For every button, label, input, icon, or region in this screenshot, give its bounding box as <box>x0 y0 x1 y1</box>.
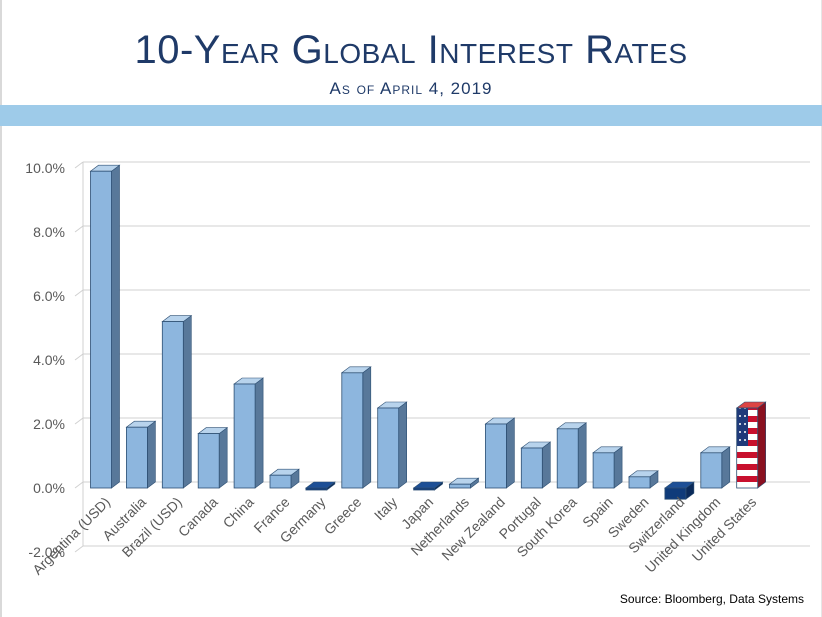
bar-side <box>398 401 408 489</box>
bar-front <box>592 452 615 489</box>
bars <box>89 164 767 500</box>
bar-portugal <box>520 441 552 489</box>
bar-side <box>147 420 156 489</box>
bar-united-kingdom <box>699 446 731 489</box>
y-tick-label: 0.0% <box>33 480 65 496</box>
y-tick-label: -2.0% <box>28 544 65 560</box>
bar-netherlands <box>448 477 480 489</box>
x-tick-label: Canada <box>175 494 221 540</box>
x-tick-label: Italy <box>371 494 400 523</box>
bar-front <box>449 483 471 489</box>
gridline-depth <box>74 417 84 425</box>
bar-front <box>664 487 687 500</box>
y-tick-label: 6.0% <box>33 288 65 304</box>
bar-france <box>269 468 300 489</box>
bar-front <box>628 476 651 489</box>
bar-front <box>556 428 579 489</box>
bar-greece <box>340 366 372 489</box>
bar-front <box>736 407 759 489</box>
chart-title: 10-Year Global Interest Rates <box>134 28 688 72</box>
bar-front <box>341 372 364 489</box>
bar-switzerland <box>664 481 695 500</box>
gridline-depth <box>74 289 84 297</box>
bar-side <box>362 366 372 489</box>
x-tick-label: Greece <box>321 494 365 538</box>
y-tick-label: 10.0% <box>25 160 65 176</box>
bar-side <box>218 427 228 489</box>
y-axis-ticks: -2.0% 0.0% 2.0% 4.0% 6.0% 8.0% 10.0% <box>25 160 65 560</box>
bar-sweden <box>628 470 659 489</box>
gridline-depth <box>74 545 84 553</box>
bar-front <box>305 487 328 491</box>
bar-side <box>183 315 192 489</box>
bar-japan <box>412 481 444 491</box>
bar-germany <box>304 481 336 491</box>
y-tick-label: 4.0% <box>33 352 65 368</box>
gridline-depth <box>74 353 84 361</box>
bar-front <box>126 426 148 489</box>
bar-side <box>254 377 264 489</box>
bar-front <box>700 452 723 489</box>
frame-left-border <box>0 0 2 617</box>
bar-brazil-usd <box>161 315 193 489</box>
source-note: Source: Bloomberg, Data Systems <box>619 592 804 606</box>
bar-china <box>233 377 265 489</box>
bar-front <box>161 321 184 489</box>
gridline-depth <box>74 481 84 489</box>
bar-side <box>111 164 120 489</box>
bar-side <box>721 446 731 489</box>
bar-front <box>233 383 256 489</box>
bar-canada <box>197 427 229 489</box>
bar-united-states <box>735 401 767 489</box>
header-band <box>0 105 822 126</box>
bar-spain <box>592 446 623 489</box>
bar-front <box>90 170 112 489</box>
bar-australia <box>125 420 157 489</box>
bar-italy <box>376 401 408 489</box>
bar-front <box>413 487 436 491</box>
bar-side <box>541 441 551 489</box>
bar-side <box>506 417 515 489</box>
bar-south-korea <box>556 422 588 489</box>
y-tick-label: 2.0% <box>33 416 65 432</box>
y-tick-label: 8.0% <box>33 224 65 240</box>
bar-front <box>197 433 220 489</box>
gridline-depth <box>74 161 84 169</box>
bar-front <box>269 474 292 489</box>
bar-front <box>377 407 400 489</box>
bar-side <box>757 401 767 489</box>
x-tick-label: Argentina (USD) <box>29 494 113 578</box>
bar-argentina-usd <box>89 164 121 489</box>
gridline-depth <box>74 225 84 233</box>
chart-subtitle: As of April 4, 2019 <box>329 79 493 98</box>
bar-front <box>520 447 543 489</box>
bar-front <box>484 423 507 489</box>
bar-new-zealand <box>484 417 516 489</box>
bar-side <box>613 446 623 489</box>
bar-side <box>577 422 587 489</box>
